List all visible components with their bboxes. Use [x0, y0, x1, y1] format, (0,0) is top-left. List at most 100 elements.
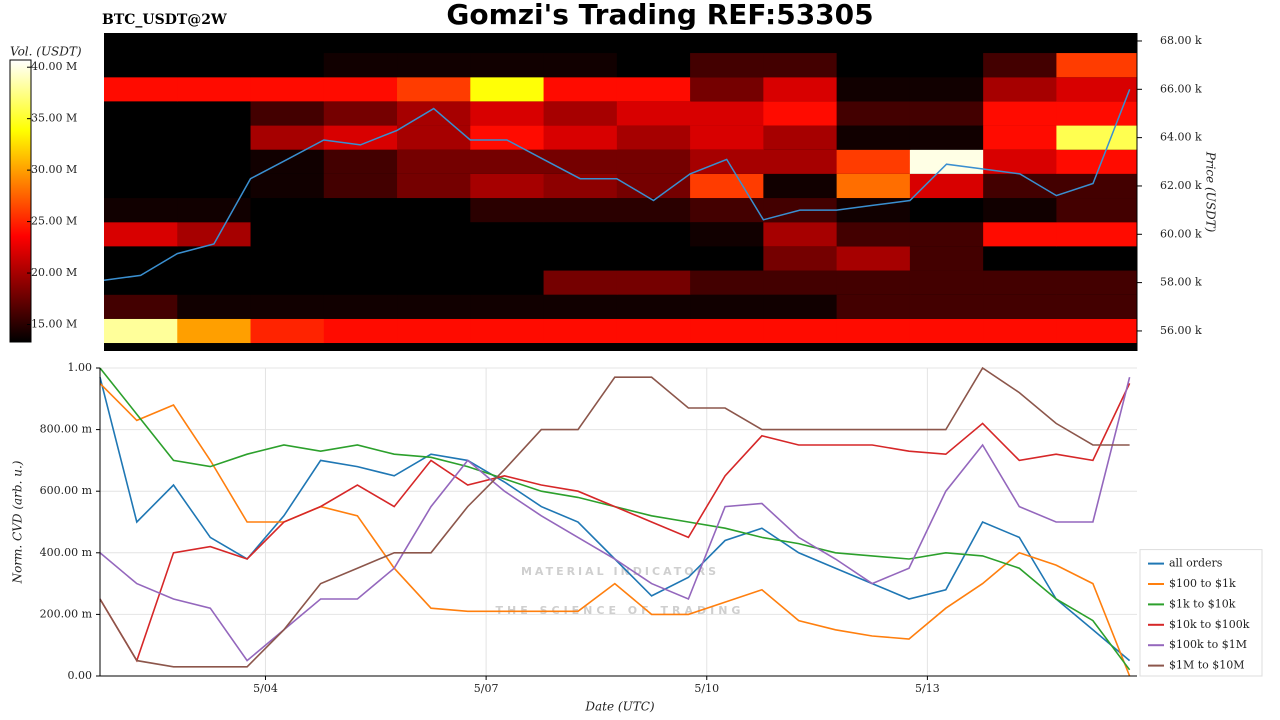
heatmap-cell: [250, 270, 325, 295]
x-axis-label: Date (UTC): [584, 700, 654, 714]
heatmap-cell: [690, 173, 764, 199]
heatmap-cell: [323, 318, 398, 344]
heatmap-cell: [177, 149, 252, 174]
heatmap-cell: [104, 101, 178, 126]
y-tick-label: 62.00 k: [1160, 179, 1202, 192]
chart-subtitle: BTC_USDT@2W: [102, 12, 227, 28]
heatmap-cell: [983, 222, 1057, 247]
heatmap-cell: [104, 149, 178, 174]
colorbar-tick-label: 40.00 M: [31, 60, 77, 73]
heatmap-cell: [1056, 222, 1138, 247]
heatmap-cell: [543, 125, 618, 150]
colorbar-tick-label: 15.00 M: [31, 318, 77, 331]
y-tick-label: 64.00 k: [1160, 131, 1202, 144]
heatmap-cell: [763, 53, 838, 78]
heatmap-cell: [104, 246, 178, 271]
heatmap-cell: [909, 294, 984, 319]
heatmap-cell: [616, 77, 691, 102]
price-line: [103, 89, 1131, 281]
heatmap-cell: [1056, 246, 1138, 271]
heatmap-cell: [543, 101, 618, 126]
heatmap-cell: [836, 125, 911, 150]
heatmap-cell: [543, 222, 618, 247]
y-tick-label: 68.00 k: [1160, 34, 1202, 47]
heatmap-cell: [543, 53, 618, 78]
heatmap-cell: [104, 318, 178, 344]
heatmap-cell: [909, 53, 984, 78]
heatmap-cell: [836, 294, 911, 319]
y-tick-label: 56.00 k: [1160, 324, 1202, 337]
heatmap-cell: [470, 173, 545, 199]
heatmap-cell: [104, 294, 178, 319]
heatmap-cell: [983, 77, 1057, 102]
heatmap-cell: [323, 198, 398, 223]
heatmap-cell: [836, 222, 911, 247]
heatmap: [104, 53, 1138, 344]
y-tick-label: 66.00 k: [1160, 82, 1202, 95]
legend-label: $1M to $10M: [1169, 659, 1245, 672]
heatmap-cell: [177, 173, 252, 199]
heatmap-cell: [690, 270, 764, 295]
y-tick-label: 60.00 k: [1160, 227, 1202, 240]
heatmap-cell: [250, 101, 325, 126]
heatmap-cell: [250, 53, 325, 78]
heatmap-cell: [836, 246, 911, 271]
heatmap-cell: [1056, 318, 1138, 344]
heatmap-cell: [323, 149, 398, 174]
heatmap-cell: [1056, 125, 1138, 150]
colorbar-label: Vol. (USDT): [10, 45, 82, 59]
heatmap-cell: [397, 318, 471, 344]
heatmap-cell: [470, 294, 545, 319]
series-line: [99, 367, 1131, 671]
heatmap-cell: [1056, 198, 1138, 223]
y-axis-label: Norm. CVD (arb. u.): [11, 460, 25, 584]
series-line: [99, 377, 1131, 662]
heatmap-cell: [397, 53, 471, 78]
heatmap-cell: [177, 53, 252, 78]
heatmap-cell: [177, 198, 252, 223]
y-tick-label: 1.00: [68, 361, 93, 374]
heatmap-cell: [616, 222, 691, 247]
heatmap-cell: [250, 198, 325, 223]
heatmap-cell: [616, 53, 691, 78]
y-axis-label: Price (USDT): [1204, 151, 1218, 233]
heatmap-cell: [763, 125, 838, 150]
heatmap-cell: [909, 149, 984, 174]
heatmap-cell: [983, 294, 1057, 319]
heatmap-cell: [836, 270, 911, 295]
heatmap-cell: [690, 246, 764, 271]
y-tick-label: 800.00 m: [40, 423, 93, 436]
heatmap-cell: [543, 318, 618, 344]
heatmap-cell: [1056, 149, 1138, 174]
heatmap-cell: [616, 270, 691, 295]
heatmap-cell: [470, 246, 545, 271]
heatmap-cell: [1056, 101, 1138, 126]
heatmap-cell: [909, 318, 984, 344]
heatmap-cell: [690, 125, 764, 150]
colorbar: [9, 59, 32, 343]
heatmap-cell: [250, 173, 325, 199]
heatmap-cell: [983, 246, 1057, 271]
heatmap-cell: [323, 270, 398, 295]
heatmap-cell: [690, 53, 764, 78]
heatmap-cell: [983, 101, 1057, 126]
heatmap-cell: [690, 318, 764, 344]
heatmap-cell: [543, 294, 618, 319]
x-tick-label: 5/10: [694, 682, 719, 695]
heatmap-cell: [836, 53, 911, 78]
x-tick-label: 5/13: [915, 682, 940, 695]
heatmap-cell: [983, 270, 1057, 295]
heatmap-cell: [323, 222, 398, 247]
heatmap-cell: [104, 125, 178, 150]
heatmap-cell: [616, 294, 691, 319]
heatmap-cell: [397, 77, 471, 102]
heatmap-cell: [616, 125, 691, 150]
heatmap-cell: [763, 294, 838, 319]
heatmap-cell: [909, 222, 984, 247]
heatmap-cell: [470, 198, 545, 223]
heatmap-cell: [1056, 173, 1138, 199]
heatmap-cell: [836, 149, 911, 174]
y-tick-label: 400.00 m: [40, 546, 93, 559]
heatmap-cell: [909, 125, 984, 150]
heatmap-cell: [690, 294, 764, 319]
